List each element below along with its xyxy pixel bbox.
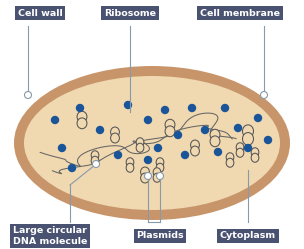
Ellipse shape [156,158,164,167]
Ellipse shape [140,173,149,183]
Circle shape [202,126,209,133]
Circle shape [125,102,132,109]
Circle shape [68,165,75,172]
Ellipse shape [126,158,134,167]
Circle shape [115,151,122,159]
Ellipse shape [191,140,199,150]
Ellipse shape [236,143,244,152]
Ellipse shape [156,163,164,172]
Ellipse shape [153,168,161,177]
Circle shape [157,173,164,180]
Circle shape [96,126,103,133]
Circle shape [181,151,188,159]
Ellipse shape [77,111,87,122]
Circle shape [144,173,151,180]
Circle shape [188,105,195,112]
Ellipse shape [191,146,199,156]
Ellipse shape [153,173,161,182]
Ellipse shape [226,153,234,162]
Ellipse shape [236,148,244,157]
Ellipse shape [243,125,254,137]
Ellipse shape [24,76,280,210]
Text: Large circular
DNA molecule: Large circular DNA molecule [13,226,87,246]
Ellipse shape [140,167,149,177]
Ellipse shape [243,132,254,145]
Text: Plasmids: Plasmids [136,232,184,241]
Circle shape [261,91,268,99]
Circle shape [144,157,151,164]
Ellipse shape [165,126,175,137]
Circle shape [77,105,84,112]
Circle shape [215,148,222,155]
Text: Cell membrane: Cell membrane [200,8,280,17]
Circle shape [244,144,251,151]
Ellipse shape [251,148,259,157]
Ellipse shape [210,129,220,140]
Circle shape [254,115,261,122]
Circle shape [154,144,161,151]
Ellipse shape [111,133,119,143]
Circle shape [58,144,65,151]
Circle shape [25,91,32,99]
Ellipse shape [210,136,220,147]
Circle shape [161,107,168,114]
Ellipse shape [136,143,144,152]
Text: Cell wall: Cell wall [18,8,62,17]
Ellipse shape [77,118,87,129]
Ellipse shape [165,119,175,130]
Ellipse shape [251,153,259,162]
Ellipse shape [91,151,99,160]
Ellipse shape [136,138,144,147]
Text: Ribosome: Ribosome [104,8,156,17]
Circle shape [264,136,271,143]
Ellipse shape [126,163,134,172]
Text: Cytoplasm: Cytoplasm [220,232,276,241]
Circle shape [144,117,151,124]
Ellipse shape [226,158,234,167]
Ellipse shape [111,127,119,137]
Circle shape [174,131,181,138]
Circle shape [234,124,241,131]
Circle shape [92,161,99,168]
Circle shape [222,105,229,112]
Ellipse shape [91,156,99,165]
Circle shape [51,117,58,124]
Ellipse shape [14,66,290,220]
